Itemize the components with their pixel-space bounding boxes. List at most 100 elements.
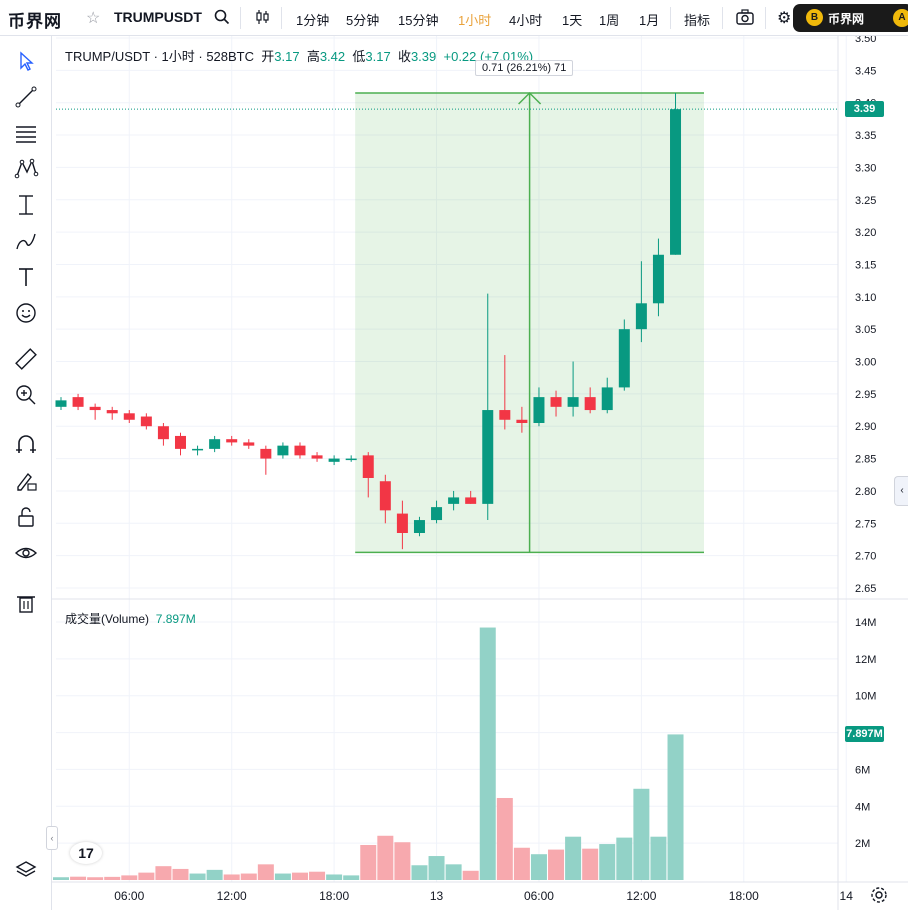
candle-body <box>260 448 272 459</box>
interval-1w[interactable]: 1周 <box>599 13 620 28</box>
candle-body <box>670 109 682 255</box>
search-icon[interactable] <box>213 8 231 26</box>
volume-bar <box>428 856 445 880</box>
measure-arrowhead <box>518 91 542 105</box>
interval-1mo[interactable]: 1月 <box>639 13 660 28</box>
volume-bar <box>189 873 206 880</box>
candle-body <box>106 410 118 414</box>
trash-icon[interactable] <box>13 590 39 616</box>
volume-tick-label: 10M <box>855 691 876 703</box>
candle-body <box>379 481 391 511</box>
time-tick-label: 13 <box>430 889 444 903</box>
low-label: 低 <box>352 49 366 64</box>
brush-icon[interactable] <box>13 228 39 254</box>
volume-bar <box>411 865 428 880</box>
interval-15m[interactable]: 15分钟 <box>398 13 439 28</box>
volume-bar <box>87 877 104 880</box>
candle-style-icon[interactable] <box>254 8 272 26</box>
volume-bar <box>377 835 394 880</box>
low-value: 3.17 <box>365 49 391 64</box>
candle-body <box>448 497 460 504</box>
interval-1d[interactable]: 1天 <box>562 13 583 28</box>
volume-bar <box>326 874 343 880</box>
candle-body <box>72 397 84 407</box>
volume-bar <box>172 868 189 880</box>
magnet-icon[interactable] <box>13 432 39 458</box>
price-tick-label: 3.00 <box>855 357 876 369</box>
candle-body <box>311 455 323 459</box>
candle-body <box>550 397 562 407</box>
price-tick-label: 3.10 <box>855 292 876 304</box>
unlock-icon[interactable] <box>13 504 39 530</box>
symbol-name[interactable]: TRUMPUSDT <box>114 9 202 25</box>
cursor-icon[interactable] <box>13 48 39 74</box>
interval-1h[interactable]: 1小时 <box>458 13 492 28</box>
volume-bar <box>257 864 274 880</box>
candle-body <box>277 445 289 456</box>
volume-bar <box>667 734 684 880</box>
tradingview-logo[interactable]: 17 <box>70 842 102 864</box>
ruler-icon[interactable] <box>13 346 39 372</box>
ohlc-legend: TRUMP/USDT · 1小时 · 528BTC 开3.17 高3.42 低3… <box>65 46 533 65</box>
volume-value: 7.897M <box>155 612 196 626</box>
candle-body <box>157 426 169 440</box>
candle-body <box>482 410 494 504</box>
volume-bar <box>206 869 223 880</box>
eye-icon[interactable] <box>13 540 39 566</box>
volume-tick-label: 4M <box>855 801 870 813</box>
candle-body <box>226 439 238 443</box>
zoom-in-icon[interactable] <box>13 382 39 408</box>
pattern-icon[interactable] <box>13 156 39 182</box>
expand-panel-tab[interactable]: ‹ <box>894 476 908 506</box>
interval-1m[interactable]: 1分钟 <box>296 13 330 28</box>
volume-bar <box>104 876 121 880</box>
volume-bar <box>496 797 513 880</box>
divider <box>722 7 723 29</box>
text-icon[interactable] <box>13 264 39 290</box>
camera-icon[interactable] <box>735 8 755 26</box>
candle-body <box>465 497 477 504</box>
site-logo[interactable]: 币界网 <box>8 12 62 31</box>
volume-bar <box>565 836 582 880</box>
coin-icon: A <box>893 9 908 27</box>
time-tick-label: 12:00 <box>626 889 656 903</box>
price-tick-label: 3.15 <box>855 259 876 271</box>
horizontal-lines-icon[interactable] <box>13 120 39 146</box>
volume-bar <box>479 627 496 880</box>
gear-icon[interactable]: ⚙ <box>777 10 792 27</box>
layers-icon[interactable] <box>14 858 38 882</box>
candle-body <box>396 513 408 533</box>
favorite-star-icon[interactable]: ☆ <box>86 10 101 27</box>
projection-icon[interactable] <box>13 192 39 218</box>
volume-bar <box>138 872 155 880</box>
candle-body <box>192 448 204 451</box>
trend-line-icon[interactable] <box>13 84 39 110</box>
close-value: 3.39 <box>410 49 437 64</box>
lock-drawing-icon[interactable] <box>13 468 39 494</box>
pair-label: TRUMP/USDT · 1小时 · 528BTC <box>65 49 255 64</box>
open-label: 开 <box>261 49 275 64</box>
candle-body <box>499 410 511 420</box>
indicators-button[interactable]: 指标 <box>684 13 711 28</box>
divider <box>281 7 282 29</box>
candle-body <box>362 455 374 478</box>
gear-icon[interactable] <box>870 886 888 904</box>
candle-body <box>140 416 152 427</box>
emoji-icon[interactable] <box>13 300 39 326</box>
volume-bar <box>360 844 377 880</box>
price-tick-label: 2.70 <box>855 551 876 563</box>
price-tick-label: 2.65 <box>855 583 876 595</box>
interval-5m[interactable]: 5分钟 <box>346 13 380 28</box>
interval-4h[interactable]: 4小时 <box>509 13 543 28</box>
drawing-toolbar <box>0 36 52 910</box>
brand-badge[interactable]: B 币界网 A <box>793 4 908 32</box>
coin-icon: B <box>806 9 823 26</box>
price-tick-label: 3.20 <box>855 227 876 239</box>
price-tick-label: 3.35 <box>855 130 876 142</box>
collapse-toolbar-button[interactable]: ‹ <box>46 826 58 850</box>
time-tick-label: 14 <box>840 889 854 903</box>
candle-body <box>243 442 255 446</box>
divider <box>670 7 671 29</box>
candle-body <box>567 397 579 407</box>
